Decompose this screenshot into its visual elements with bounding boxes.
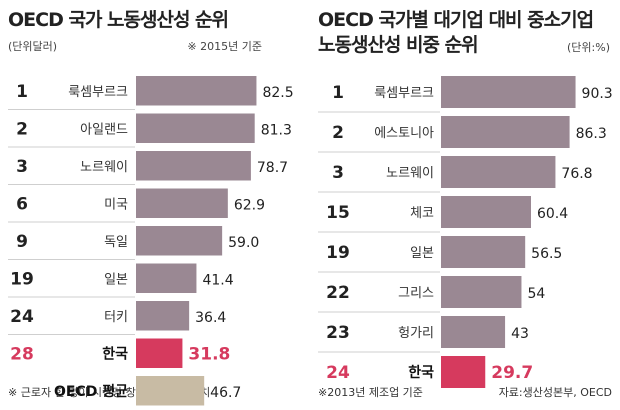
- left-value-label: 59.0: [228, 235, 259, 251]
- right-value-label: 29.7: [491, 363, 533, 383]
- left-value-label: 62.9: [234, 197, 265, 213]
- right-value-label: 90.3: [582, 86, 613, 102]
- right-chart-source: 자료:생산성본부, OECD: [499, 386, 612, 399]
- right-bar: [441, 116, 570, 148]
- right-chart-footnote: ※2013년 제조업 기준: [318, 386, 423, 399]
- right-category-label: 노르웨이: [386, 166, 434, 181]
- right-rank-label: 2: [332, 123, 344, 143]
- right-category-label: 체코: [410, 206, 434, 221]
- right-rank-label: 3: [332, 163, 344, 183]
- right-chart-title-line1: OECD 국가별 대기업 대비 중소기업: [318, 9, 593, 31]
- right-rank-label: 23: [326, 323, 350, 343]
- right-rank-label: 24: [326, 363, 350, 383]
- left-rank-label: 3: [16, 157, 28, 177]
- left-bar: [136, 263, 197, 293]
- left-category-label: 아일랜드: [80, 122, 128, 137]
- right-value-label: 43: [511, 326, 529, 342]
- left-rank-label: 1: [16, 82, 28, 102]
- left-bar: [136, 338, 183, 368]
- left-value-label: 78.7: [257, 160, 288, 176]
- left-category-label: 독일: [104, 235, 128, 250]
- left-chart-unit: (단위달러): [8, 40, 57, 53]
- left-rank-label: 28: [10, 344, 34, 364]
- left-rank-label: 2: [16, 119, 28, 139]
- right-value-label: 60.4: [537, 206, 568, 222]
- right-bar: [441, 76, 576, 108]
- right-category-label: 에스토니아: [374, 126, 434, 141]
- left-value-label: 82.5: [262, 85, 293, 101]
- left-rank-label: 19: [10, 269, 34, 289]
- left-bar: [136, 151, 251, 181]
- right-chart-title-line2: 노동생산성 비중 순위: [318, 34, 478, 56]
- right-rank-label: 19: [326, 243, 350, 263]
- right-chart-rows: 1 룩셈부르크 90.3 2 에스토니아 86.3 3 노르웨이 76.8 15 체코 60.4 19 일…: [318, 76, 613, 388]
- left-rank-label: 9: [16, 232, 28, 252]
- left-category-label: 한국: [102, 346, 128, 362]
- right-category-label: 일본: [410, 246, 434, 261]
- left-chart-title: OECD 국가 노동생산성 순위: [8, 9, 228, 31]
- right-category-label: 룩셈부르크: [374, 86, 434, 101]
- left-chart-note: ※ 2015년 기준: [187, 40, 262, 53]
- left-category-label: OECD 평균: [54, 383, 128, 400]
- left-value-label: 41.4: [202, 272, 233, 288]
- left-value-label: 36.4: [195, 310, 226, 326]
- left-category-label: 터키: [104, 310, 128, 325]
- right-rank-label: 1: [332, 83, 344, 103]
- left-chart-rows: 1 룩셈부르크 82.5 2 아일랜드 81.3 3 노르웨이 78.7 6 미국 62.9 9 독일 59…: [8, 76, 294, 406]
- right-chart-unit: (단위:%): [567, 41, 610, 54]
- right-value-label: 76.8: [561, 166, 592, 182]
- right-bar: [441, 156, 556, 188]
- left-bar: [136, 376, 205, 406]
- left-category-label: 노르웨이: [80, 160, 128, 175]
- right-category-label: 한국: [408, 365, 434, 381]
- right-value-label: 56.5: [531, 246, 562, 262]
- left-bar: [136, 113, 255, 143]
- left-value-label: 46.7: [210, 385, 241, 401]
- right-value-label: 54: [527, 286, 545, 302]
- right-bar: [441, 316, 506, 348]
- right-category-label: 그리스: [398, 286, 434, 301]
- right-bar: [441, 356, 486, 388]
- right-value-label: 86.3: [576, 126, 607, 142]
- left-bar: [136, 301, 190, 331]
- left-category-label: 룩셈부르크: [68, 85, 128, 100]
- left-value-label: 31.8: [188, 344, 230, 364]
- left-category-label: 일본: [104, 272, 128, 287]
- left-value-label: 81.3: [261, 122, 292, 138]
- left-category-label: 미국: [104, 197, 128, 212]
- right-rank-label: 22: [326, 283, 350, 303]
- left-bar: [136, 188, 228, 218]
- right-category-label: 헝가리: [398, 326, 434, 341]
- left-rank-label: 6: [16, 194, 28, 214]
- right-rank-label: 15: [326, 203, 350, 223]
- right-bar: [441, 276, 522, 308]
- right-bar: [441, 196, 531, 228]
- right-bar: [441, 236, 526, 268]
- left-rank-label: 24: [10, 307, 34, 327]
- left-bar: [136, 76, 257, 106]
- left-bar: [136, 226, 223, 256]
